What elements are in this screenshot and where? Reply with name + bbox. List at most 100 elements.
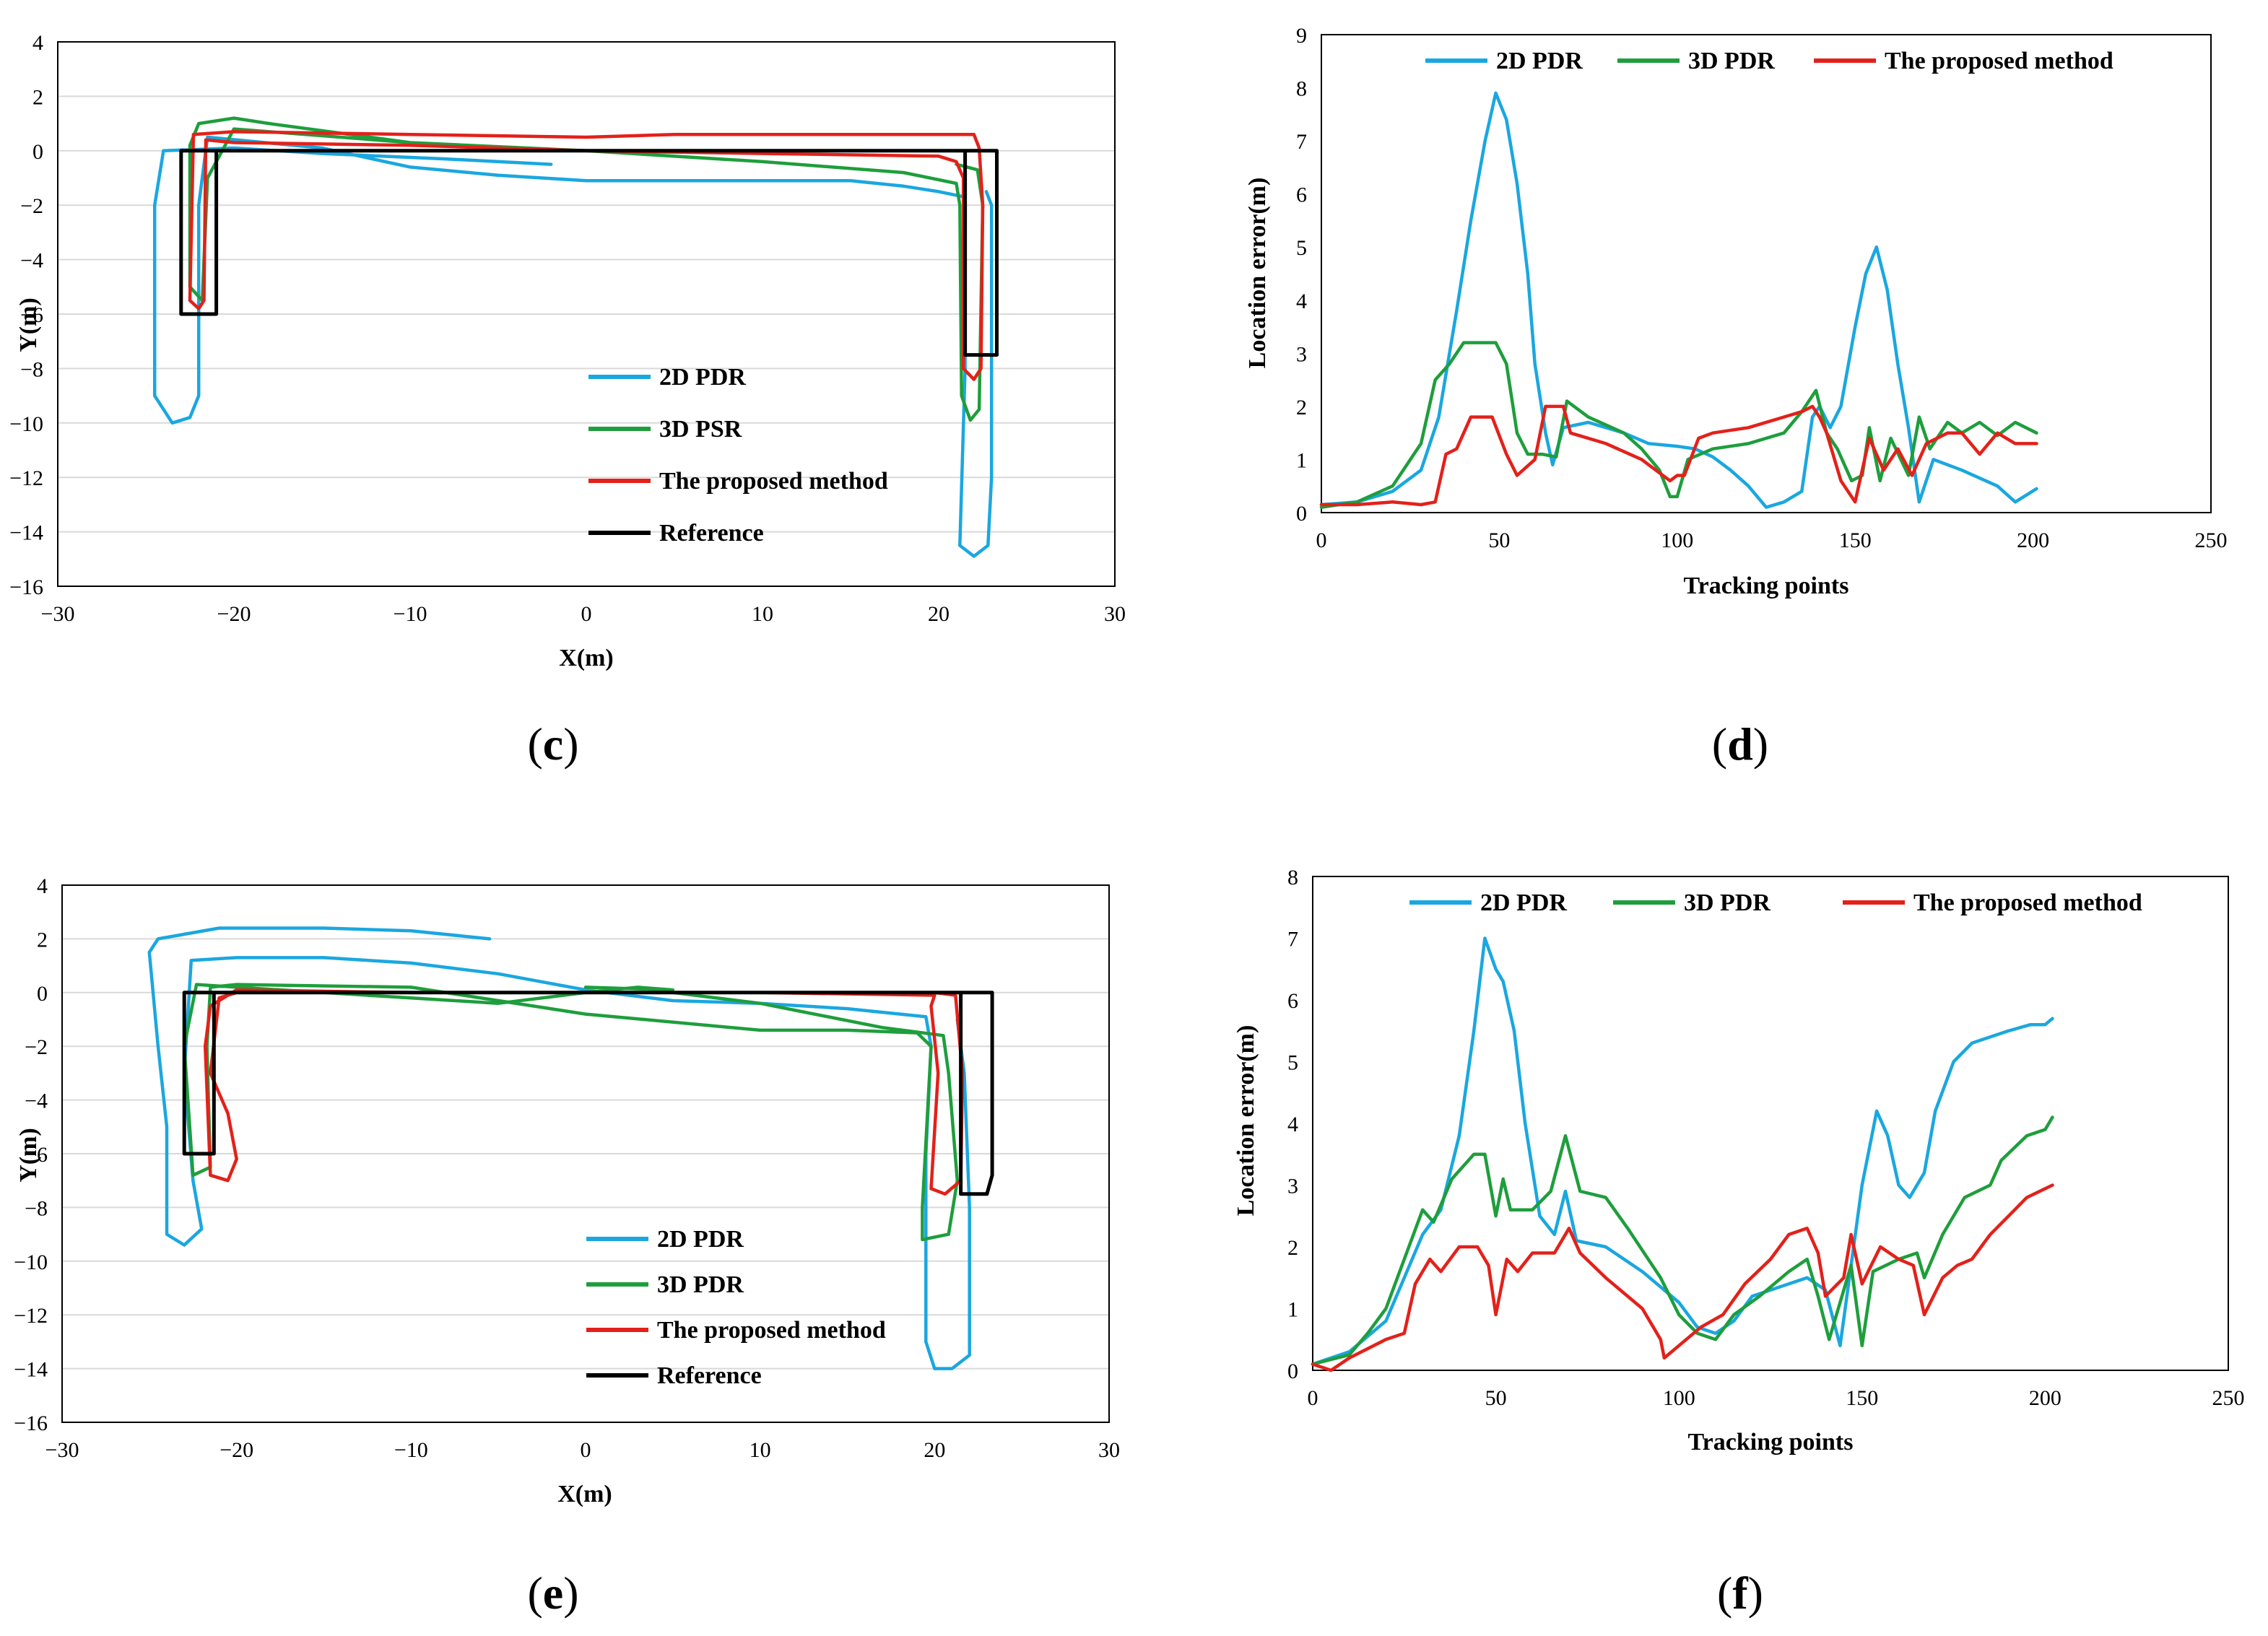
legend-label: 3D PDR [1684, 889, 1770, 916]
panel-label-d: (d) [1712, 718, 1768, 770]
series-line-3d-psr [188, 116, 985, 422]
x-tick-label: −10 [394, 1438, 428, 1462]
series-line-2d-pdr [1311, 936, 2054, 1366]
y-tick-label: 5 [1296, 236, 1307, 260]
legend-label: The proposed method [1885, 48, 2113, 74]
series-line-3d-pdr [1311, 1115, 2054, 1366]
series-line-2d-pdr [1319, 91, 2038, 509]
x-tick-label: −10 [394, 602, 427, 626]
y-tick-label: −14 [14, 1358, 48, 1382]
y-tick-label: 0 [1296, 502, 1307, 526]
y-axis-title: Location error(m) [1233, 1025, 1259, 1217]
x-tick-label: 0 [1308, 1386, 1318, 1410]
x-tick-label: −30 [45, 1438, 79, 1462]
legend-label: Reference [657, 1362, 762, 1389]
y-axis-title: Y(m) [15, 1128, 42, 1183]
panel-c: 420−2−4−6−8−10−12−14−16−30 −20 −10 0 10 20 30X… [9, 31, 1126, 671]
plot-frame [61, 884, 1110, 1423]
x-tick-label: 100 [1663, 1386, 1695, 1410]
series-line-reference [182, 991, 994, 1196]
legend-label: 2D PDR [657, 1226, 744, 1253]
y-tick-label: 8 [1296, 77, 1307, 101]
plot-frame [1321, 34, 2212, 513]
series-line-the-proposed-method [188, 130, 985, 381]
legend-label: The proposed method [657, 1317, 886, 1344]
series-line-3d-pdr [1319, 341, 2038, 509]
legend-label: 2D PDR [1496, 48, 1583, 74]
x-tick-label: −20 [220, 1438, 253, 1462]
y-tick-label: 2 [1296, 396, 1307, 419]
y-tick-label: 4 [1296, 290, 1307, 313]
x-tick-label: 150 [1846, 1386, 1878, 1410]
series-line-reference [179, 149, 999, 357]
x-tick-label: 50 [1485, 1386, 1507, 1410]
y-tick-label: 5 [1287, 1051, 1298, 1075]
y-tick-label: 8 [1287, 866, 1298, 889]
y-tick-label: −16 [9, 575, 43, 599]
y-tick-label: 2 [37, 928, 48, 952]
x-tick-label: 10 [750, 1438, 771, 1462]
y-tick-label: −4 [25, 1089, 48, 1113]
y-tick-label: −8 [20, 357, 43, 381]
x-axis-title: Tracking points [1688, 1429, 1854, 1456]
x-tick-label: 0 [1316, 528, 1327, 552]
y-tick-label: −8 [25, 1196, 48, 1220]
legend-label: The proposed method [659, 468, 888, 495]
x-tick-label: 20 [928, 602, 950, 626]
panel-d: 0 1 2 3 4 5 6 7 8 9 0 50 100 150 200 250 Tracking points… [1244, 24, 2228, 599]
y-tick-label: 4 [1287, 1113, 1298, 1136]
legend-label: 3D PSR [659, 416, 742, 443]
y-tick-label: 0 [37, 982, 48, 1006]
x-tick-label: 100 [1661, 528, 1693, 552]
x-tick-label: 0 [581, 1438, 591, 1462]
y-axis-title: Location error(m) [1244, 178, 1271, 369]
y-tick-label: −6 [20, 303, 43, 327]
y-tick-label: 1 [1287, 1298, 1298, 1322]
x-tick-label: 50 [1488, 528, 1510, 552]
x-axis-title: X(m) [557, 1481, 612, 1507]
y-tick-label: 6 [1296, 183, 1307, 207]
y-tick-label: −16 [14, 1411, 48, 1435]
y-tick-label: 6 [1287, 989, 1298, 1013]
y-tick-label: 4 [37, 874, 48, 898]
y-tick-label: 4 [32, 31, 43, 55]
plot-frame [1312, 876, 2229, 1371]
x-tick-label: 0 [581, 602, 592, 626]
y-tick-label: 3 [1287, 1175, 1298, 1198]
series-line-the-proposed-method [1319, 404, 2038, 507]
x-tick-label: 30 [1104, 602, 1126, 626]
y-tick-label: 2 [1287, 1236, 1298, 1260]
y-tick-label: 9 [1296, 24, 1307, 48]
series-line-the-proposed-method [1311, 1183, 2054, 1372]
legend-label: 2D PDR [659, 364, 746, 391]
x-tick-label: 200 [2017, 528, 2049, 552]
y-tick-label: −12 [9, 466, 43, 490]
x-tick-label: 250 [2195, 528, 2228, 552]
series-line-2d-pdr [152, 135, 994, 558]
y-tick-label: −2 [20, 194, 43, 218]
y-tick-label: −4 [20, 249, 43, 273]
legend-label: Reference [659, 520, 764, 547]
x-tick-label: 150 [1839, 528, 1872, 552]
y-tick-label: −10 [14, 1250, 48, 1274]
x-tick-label: −30 [41, 602, 75, 626]
panel-label-f: (f) [1717, 1567, 1763, 1619]
panel-label-e: (e) [527, 1567, 578, 1619]
series-line-2d-pdr [147, 926, 971, 1370]
y-tick-label: 7 [1296, 130, 1307, 154]
legend-label: The proposed method [1913, 889, 2142, 916]
y-tick-label: 2 [32, 85, 43, 109]
x-axis-title: Tracking points [1684, 573, 1849, 599]
legend-label: 3D PDR [657, 1271, 744, 1298]
y-tick-label: −2 [25, 1035, 48, 1059]
x-tick-label: 200 [2029, 1386, 2061, 1410]
y-tick-label: 0 [1287, 1359, 1298, 1383]
plot-frame [57, 41, 1116, 587]
y-tick-label: −14 [9, 521, 43, 545]
x-tick-label: −20 [217, 602, 251, 626]
legend-label: 2D PDR [1480, 889, 1567, 916]
y-tick-label: 7 [1287, 928, 1298, 952]
y-tick-label: 3 [1296, 342, 1307, 366]
panel-e: 420−2−4−6−8−10−12−14−16−30 −20 −10 0 10 20 30X… [14, 874, 1120, 1507]
